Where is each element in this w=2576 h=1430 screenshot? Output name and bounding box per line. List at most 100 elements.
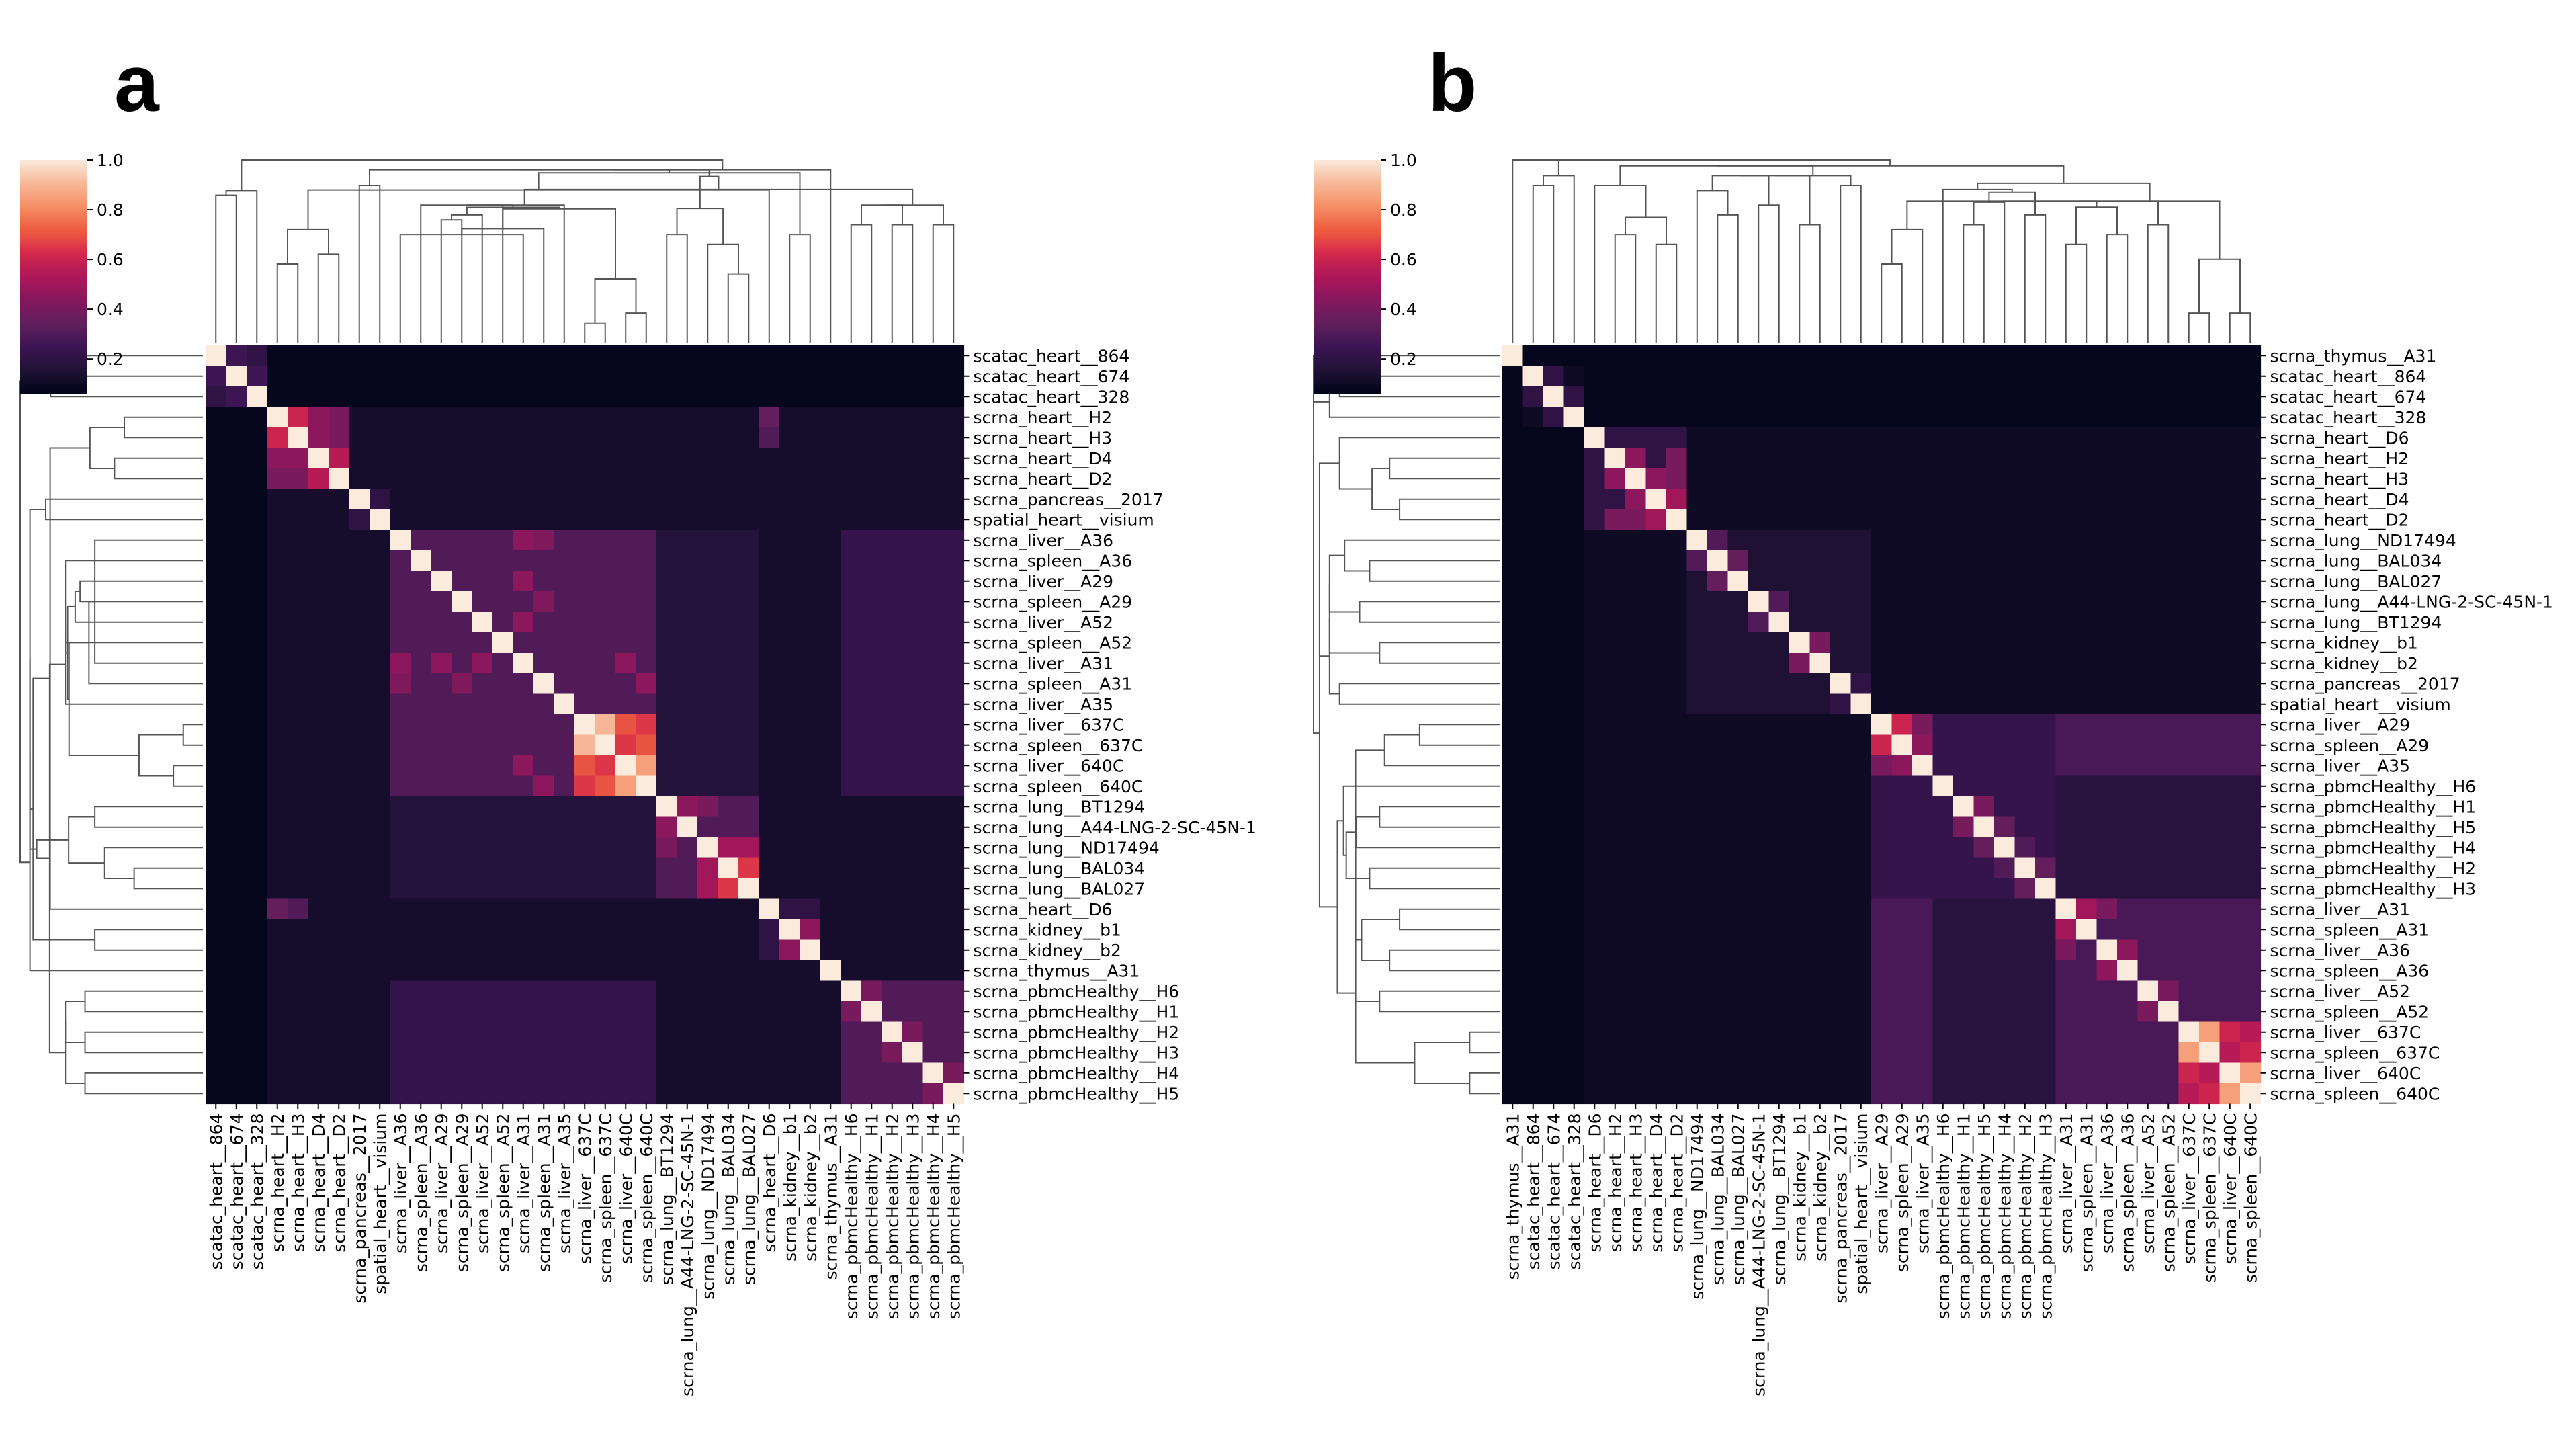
heatmap-cell bbox=[902, 612, 924, 633]
heatmap-cell bbox=[1522, 714, 1544, 736]
heatmap-cell bbox=[492, 796, 514, 818]
heatmap-cell bbox=[697, 673, 719, 695]
heatmap-cell bbox=[656, 693, 678, 715]
heatmap-cell bbox=[861, 1001, 883, 1023]
heatmap-cell bbox=[492, 366, 514, 387]
heatmap-cell bbox=[513, 632, 534, 654]
heatmap-cell bbox=[1666, 530, 1688, 551]
heatmap-cell bbox=[697, 591, 719, 613]
heatmap-cell bbox=[718, 1001, 739, 1023]
heatmap-cell bbox=[513, 837, 534, 859]
heatmap-cell bbox=[1830, 673, 1852, 695]
heatmap-cell bbox=[2117, 796, 2139, 818]
heatmap-cell bbox=[779, 612, 801, 633]
heatmap-cell bbox=[677, 878, 698, 900]
heatmap-cell bbox=[1563, 632, 1585, 654]
heatmap-cell bbox=[329, 366, 350, 387]
heatmap-cell bbox=[1973, 366, 1995, 387]
heatmap-cell bbox=[267, 427, 288, 449]
heatmap-cell bbox=[943, 468, 965, 490]
heatmap-cell bbox=[2076, 550, 2098, 572]
heatmap-cell bbox=[1625, 427, 1647, 449]
heatmap-cell bbox=[1645, 1083, 1667, 1105]
heatmap-cell bbox=[411, 693, 432, 715]
heatmap-cell bbox=[492, 878, 514, 900]
heatmap-cell bbox=[1973, 980, 1995, 1002]
heatmap-cell bbox=[902, 550, 924, 572]
heatmap-cell bbox=[1686, 612, 1708, 633]
heatmap-cell bbox=[1994, 734, 2016, 756]
heatmap-cell bbox=[1768, 960, 1790, 982]
heatmap-cell bbox=[2096, 571, 2118, 592]
heatmap-cell bbox=[574, 734, 596, 756]
panel-b-col-dendrogram-link bbox=[2075, 206, 2118, 245]
heatmap-cell bbox=[943, 550, 965, 572]
heatmap-cell bbox=[697, 857, 719, 879]
heatmap-cell bbox=[1563, 591, 1585, 613]
heatmap-cell bbox=[1932, 796, 1954, 818]
heatmap-cell bbox=[2178, 734, 2200, 756]
heatmap-cell bbox=[1973, 1001, 1995, 1023]
heatmap-cell bbox=[411, 345, 432, 367]
heatmap-cell bbox=[595, 345, 616, 367]
heatmap-cell bbox=[2219, 939, 2241, 961]
heatmap-cell bbox=[841, 345, 862, 367]
col-label: scrna_pbmcHealthy__H1 bbox=[1954, 1113, 1973, 1320]
col-label: scrna_heart__H2 bbox=[1606, 1113, 1625, 1253]
heatmap-cell bbox=[288, 714, 309, 736]
heatmap-cell bbox=[2055, 755, 2077, 777]
heatmap-cell bbox=[1645, 714, 1667, 736]
heatmap-cell bbox=[2199, 1021, 2221, 1043]
heatmap-cell bbox=[2096, 509, 2118, 531]
row-label: scrna_spleen__640C bbox=[974, 777, 1144, 796]
heatmap-cell bbox=[554, 755, 575, 777]
heatmap-cell bbox=[1789, 960, 1811, 982]
heatmap-cell bbox=[2076, 919, 2098, 941]
heatmap-cell bbox=[943, 898, 965, 920]
heatmap-cell bbox=[452, 898, 473, 920]
heatmap-cell bbox=[2076, 632, 2098, 654]
heatmap-cell bbox=[308, 345, 329, 367]
heatmap-cell bbox=[533, 734, 555, 756]
heatmap-cell bbox=[1625, 366, 1647, 387]
heatmap-cell bbox=[697, 960, 719, 982]
heatmap-cell bbox=[226, 1001, 247, 1023]
col-label: scrna_heart__H3 bbox=[288, 1113, 308, 1253]
heatmap-cell bbox=[841, 1083, 862, 1105]
heatmap-cell bbox=[2014, 857, 2036, 879]
heatmap-cell bbox=[2014, 1083, 2036, 1105]
heatmap-cell bbox=[1563, 919, 1585, 941]
heatmap-cell bbox=[1850, 366, 1872, 387]
heatmap-cell bbox=[206, 489, 227, 510]
heatmap-cell bbox=[2178, 427, 2200, 449]
panel-a-row-dendrogram-link bbox=[65, 606, 203, 644]
col-label: scrna_liver__A31 bbox=[514, 1113, 533, 1254]
colorbar-segment bbox=[20, 249, 87, 253]
heatmap-cell bbox=[2240, 632, 2262, 654]
heatmap-cell bbox=[1666, 1021, 1688, 1043]
heatmap-cell bbox=[738, 448, 760, 469]
colorbar-segment bbox=[20, 308, 87, 311]
heatmap-cell bbox=[841, 1021, 862, 1043]
heatmap-cell bbox=[329, 468, 350, 490]
heatmap-cell bbox=[1768, 612, 1790, 633]
heatmap-cell bbox=[554, 1083, 575, 1105]
heatmap-cell bbox=[1584, 386, 1606, 408]
heatmap-cell bbox=[1666, 468, 1688, 490]
colorbar-segment bbox=[20, 238, 87, 241]
heatmap-cell bbox=[1809, 509, 1831, 531]
heatmap-cell bbox=[390, 530, 411, 551]
heatmap-cell bbox=[738, 653, 760, 674]
heatmap-cell bbox=[800, 1001, 821, 1023]
heatmap-cell bbox=[861, 407, 883, 428]
row-label: scatac_heart__674 bbox=[2270, 387, 2427, 407]
heatmap-cell bbox=[615, 366, 637, 387]
heatmap-cell bbox=[1994, 755, 2016, 777]
heatmap-cell bbox=[1912, 427, 1934, 449]
heatmap-cell bbox=[882, 407, 903, 428]
heatmap-cell bbox=[636, 489, 657, 510]
heatmap-cell bbox=[308, 714, 329, 736]
heatmap-cell bbox=[820, 878, 842, 900]
heatmap-cell bbox=[472, 960, 493, 982]
heatmap-cell bbox=[841, 898, 862, 920]
